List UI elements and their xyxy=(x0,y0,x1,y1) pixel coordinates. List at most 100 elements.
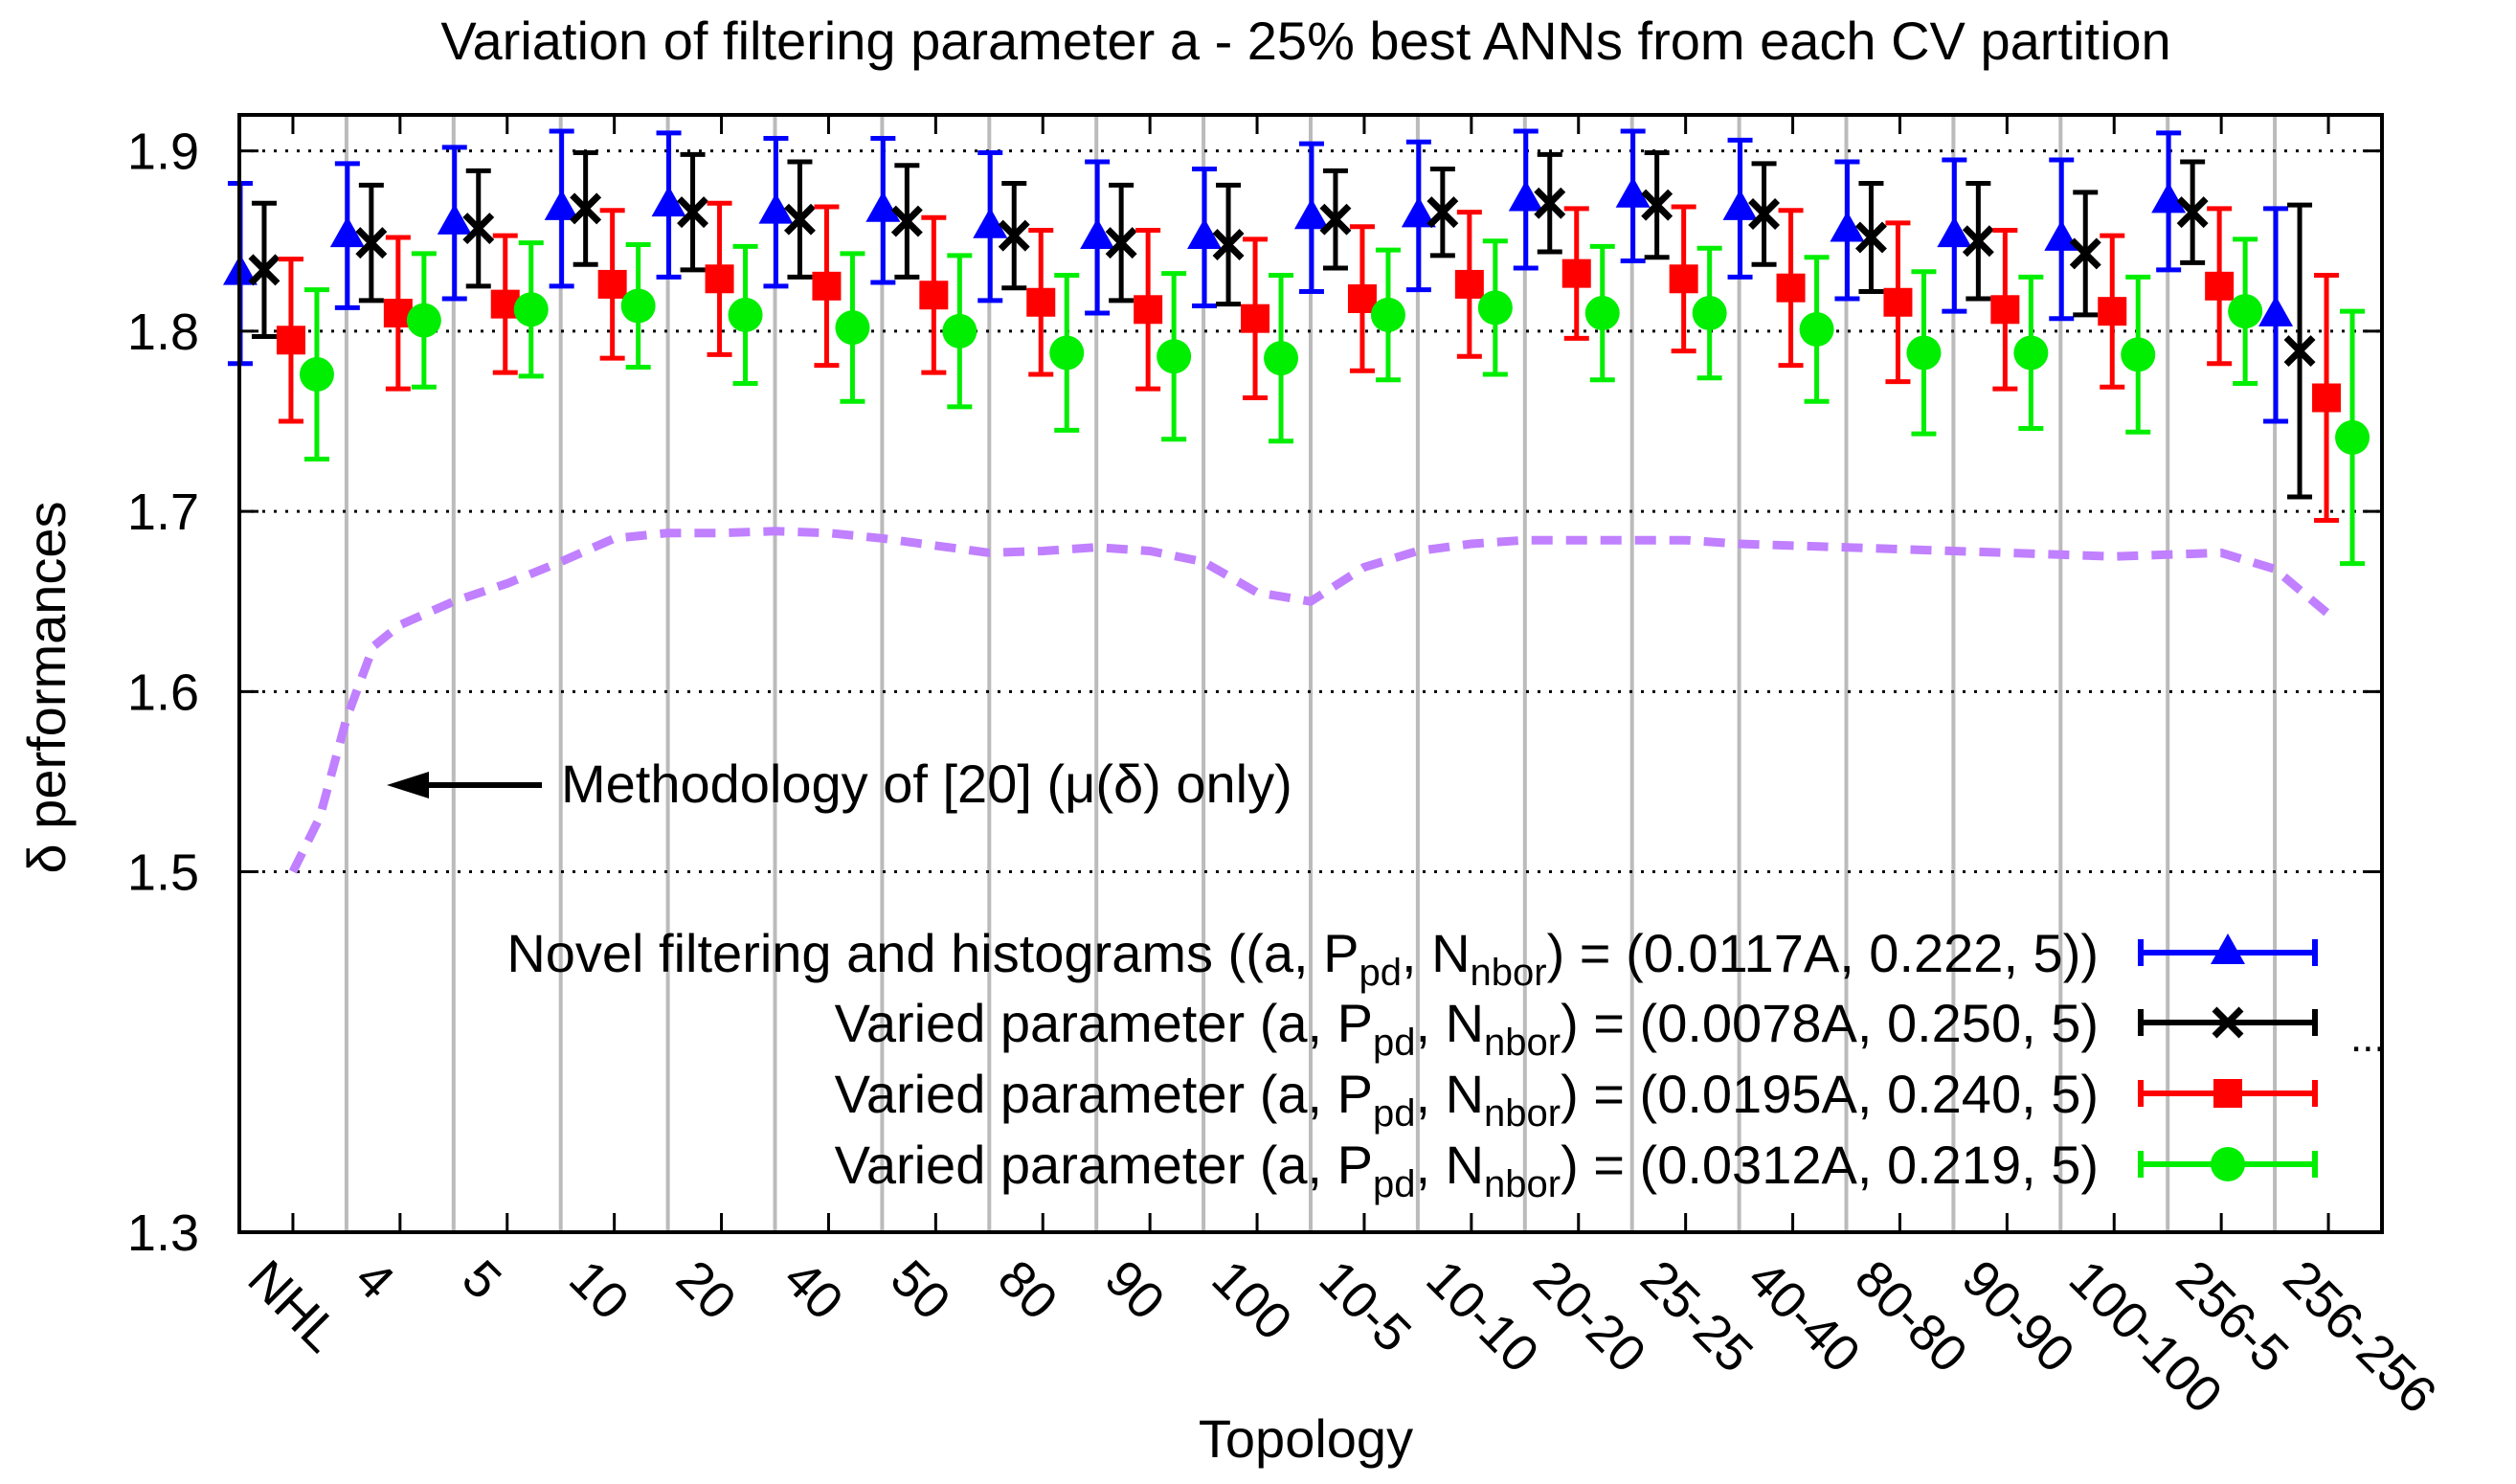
marker-cross-stroke xyxy=(1748,198,1781,230)
legend-marker xyxy=(2211,933,2245,964)
x-tick-label: 40-40 xyxy=(1737,1249,1871,1383)
marker-cross-stroke xyxy=(248,254,281,286)
data-point xyxy=(2312,383,2342,413)
data-point xyxy=(2258,295,2294,326)
data-point xyxy=(2205,271,2235,301)
x-tick-label: 25-25 xyxy=(1629,1249,1763,1383)
data-point xyxy=(1748,198,1781,230)
data-point xyxy=(1854,221,1887,254)
data-point xyxy=(1241,304,1270,333)
data-point xyxy=(1134,295,1163,325)
y-tick-label: 1.7 xyxy=(127,483,199,541)
x-tick-label: 10 xyxy=(558,1249,640,1331)
marker-cross-stroke xyxy=(2069,237,2101,270)
data-point xyxy=(1799,311,1834,347)
data-point xyxy=(973,207,1008,238)
data-point xyxy=(329,216,365,248)
data-point xyxy=(1080,217,1115,249)
marker-cross-stroke xyxy=(1641,189,1674,221)
data-point xyxy=(299,357,334,393)
y-tick-label: 1.6 xyxy=(127,663,199,721)
data-point xyxy=(705,264,734,294)
marker-cross-stroke xyxy=(2212,1006,2244,1039)
data-point xyxy=(1641,189,1674,221)
marker-cross-stroke xyxy=(1105,227,1137,259)
data-point xyxy=(1508,180,1543,212)
data-point xyxy=(1615,176,1651,208)
x-tick-label: 90-90 xyxy=(1951,1249,2085,1383)
data-point xyxy=(1776,273,1806,303)
annotation-layer: Methodology of [20] (μ(δ) only) xyxy=(387,753,1292,814)
x-tick-label: 256-256 xyxy=(2273,1249,2448,1425)
data-point xyxy=(1962,225,1994,258)
data-point xyxy=(890,205,923,237)
data-point xyxy=(1830,211,1865,242)
marker-cross-stroke xyxy=(1854,221,1887,254)
data-point xyxy=(620,288,656,324)
data-point xyxy=(651,186,686,217)
data-point xyxy=(1426,196,1459,229)
data-point xyxy=(2069,237,2101,270)
marker-cross-stroke xyxy=(677,196,709,229)
methodology-dashed-curve xyxy=(288,527,2331,874)
data-point xyxy=(570,192,602,225)
data-point xyxy=(758,192,794,224)
x-tick-label: 40 xyxy=(773,1249,854,1331)
x-tick-label: 10-10 xyxy=(1415,1249,1549,1383)
data-point xyxy=(248,254,281,286)
data-point xyxy=(276,326,305,355)
data-point xyxy=(513,292,549,327)
data-point xyxy=(1584,296,1620,331)
data-point xyxy=(1722,189,1758,220)
data-point xyxy=(1883,287,1913,317)
legend-marker xyxy=(2212,1006,2244,1039)
data-point xyxy=(2121,337,2156,372)
plot-frame xyxy=(237,113,2384,1234)
data-point xyxy=(1990,295,2020,325)
legend-label: Varied parameter (a, Ppd, Nnbor) = (0.03… xyxy=(835,1135,2099,1205)
marker-cross-stroke xyxy=(1426,196,1459,229)
x-tick-label: 80-80 xyxy=(1844,1249,1978,1383)
x-tick-label: 10-5 xyxy=(1308,1249,1422,1363)
marker-cross-stroke xyxy=(890,205,923,237)
data-point xyxy=(1401,196,1436,228)
data-point xyxy=(406,303,441,338)
legend-marker xyxy=(2213,1079,2242,1108)
data-point xyxy=(2335,419,2370,455)
data-point xyxy=(437,203,472,235)
data-point xyxy=(1187,217,1223,249)
data-point xyxy=(1319,203,1352,236)
x-tick-label: 90 xyxy=(1094,1249,1176,1331)
marker-cross-stroke xyxy=(998,219,1030,252)
marker-cross-stroke xyxy=(1534,187,1566,219)
data-point xyxy=(998,219,1030,252)
data-point xyxy=(2176,196,2209,229)
y-tick-label: 1.5 xyxy=(127,844,199,902)
data-point xyxy=(1454,269,1484,299)
x-tick-label: 50 xyxy=(880,1249,961,1331)
data-point xyxy=(1049,335,1085,371)
data-point xyxy=(1347,283,1377,313)
series-3 xyxy=(276,200,2342,524)
data-point xyxy=(1105,227,1137,259)
marker-cross-stroke xyxy=(1212,229,1245,260)
x-tick-label: 80 xyxy=(987,1249,1068,1331)
data-point xyxy=(1669,264,1698,294)
data-point xyxy=(728,297,763,332)
data-point xyxy=(919,281,949,310)
y-axis-label: δ performances xyxy=(16,501,77,873)
legend-label: Novel filtering and histograms ((a, Ppd,… xyxy=(506,923,2099,994)
legend: Novel filtering and histograms ((a, Ppd,… xyxy=(506,923,2385,1205)
data-point xyxy=(1370,297,1405,332)
x-tick-label: 100 xyxy=(1202,1249,1303,1351)
data-point xyxy=(2151,182,2187,214)
x-tick-label: 4 xyxy=(344,1249,405,1311)
data-point xyxy=(865,191,901,222)
data-point xyxy=(1157,339,1192,374)
data-point xyxy=(2283,335,2316,368)
annotation-arrowhead xyxy=(387,772,429,798)
legend-label: Varied parameter (a, Ppd, Nnbor) = (0.00… xyxy=(835,993,2099,1064)
data-point xyxy=(1264,341,1299,376)
chart-title: Variation of filtering parameter a - 25%… xyxy=(440,11,2170,71)
